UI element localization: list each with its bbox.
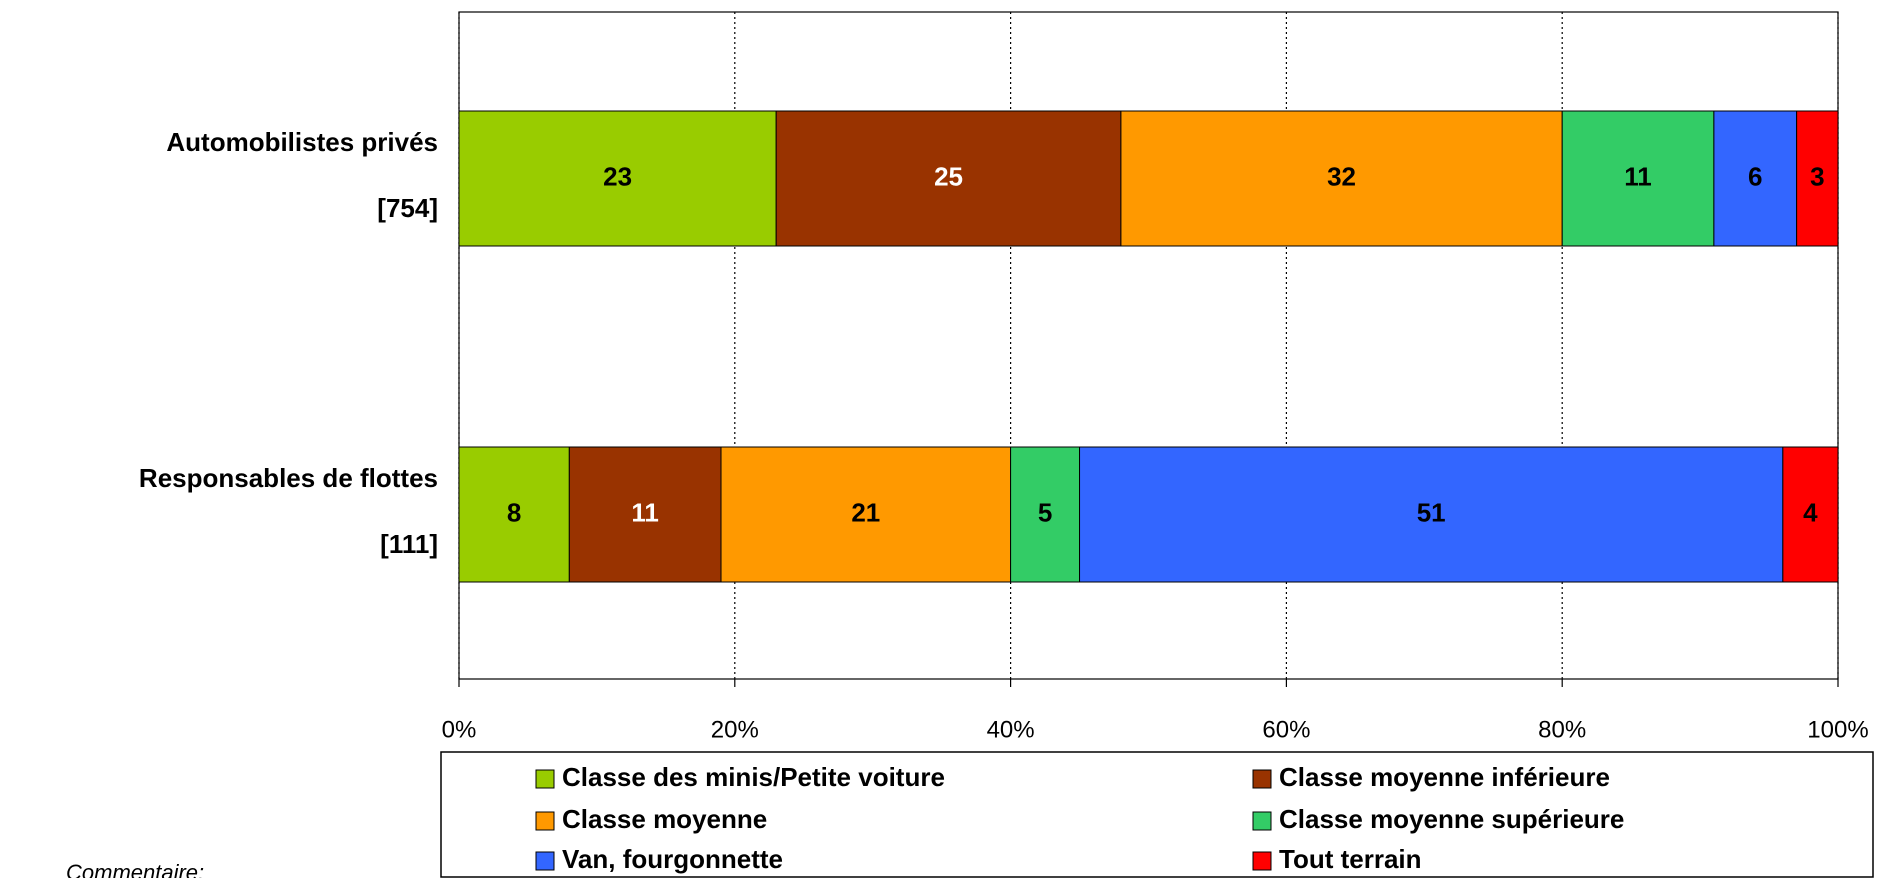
y-tick-label: Automobilistes privés (166, 127, 438, 157)
data-label: 11 (631, 497, 659, 527)
x-tick-label: 60% (1262, 716, 1310, 743)
legend-label: Tout terrain (1279, 844, 1422, 874)
y-tick-label: [754] (377, 193, 438, 223)
legend-label: Classe des minis/Petite voiture (562, 762, 945, 792)
data-label: 8 (507, 497, 521, 527)
y-tick-label: Responsables de flottes (139, 463, 438, 493)
x-tick-label: 100% (1807, 716, 1868, 743)
bar-segment (1010, 446, 1081, 583)
legend-box (440, 751, 1874, 878)
legend-label: Van, fourgonnette (562, 844, 783, 874)
bar-segment (720, 446, 1012, 583)
plot-border (458, 11, 1839, 680)
bar-segment (1782, 446, 1839, 583)
bar-segment (1120, 110, 1563, 247)
x-tick-label: 0% (442, 716, 477, 743)
legend-swatch (1252, 851, 1272, 871)
x-tick-label: 80% (1538, 716, 1586, 743)
data-label: 6 (1748, 161, 1762, 191)
x-tick-label: 40% (987, 716, 1035, 743)
bar-segment (775, 110, 1122, 247)
data-label: 3 (1810, 161, 1824, 191)
bar-segment (1079, 446, 1784, 583)
legend-swatch (1252, 769, 1272, 789)
legend-label: Classe moyenne inférieure (1279, 762, 1610, 792)
data-label: 32 (1327, 161, 1356, 191)
data-label: 51 (1417, 497, 1446, 527)
bar-segment (568, 446, 722, 583)
data-label: 11 (1624, 161, 1652, 191)
legend-swatch (535, 811, 555, 831)
x-tick-label: 20% (711, 716, 759, 743)
legend-label: Classe moyenne (562, 804, 767, 834)
y-tick-label: [111] (380, 529, 438, 559)
legend-swatch (535, 851, 555, 871)
legend-swatch (1252, 811, 1272, 831)
data-label: 23 (603, 161, 632, 191)
legend-swatch (535, 769, 555, 789)
legend-label: Classe moyenne supérieure (1279, 804, 1624, 834)
data-label: 5 (1038, 497, 1052, 527)
bar-segment (1561, 110, 1715, 247)
data-label: 21 (851, 497, 880, 527)
bar-segment (458, 446, 570, 583)
annotation: Commentaire: (66, 860, 204, 878)
data-label: 25 (934, 161, 963, 191)
bar-segment (458, 110, 777, 247)
data-label: 4 (1803, 497, 1818, 527)
bar-segment (1796, 110, 1839, 247)
